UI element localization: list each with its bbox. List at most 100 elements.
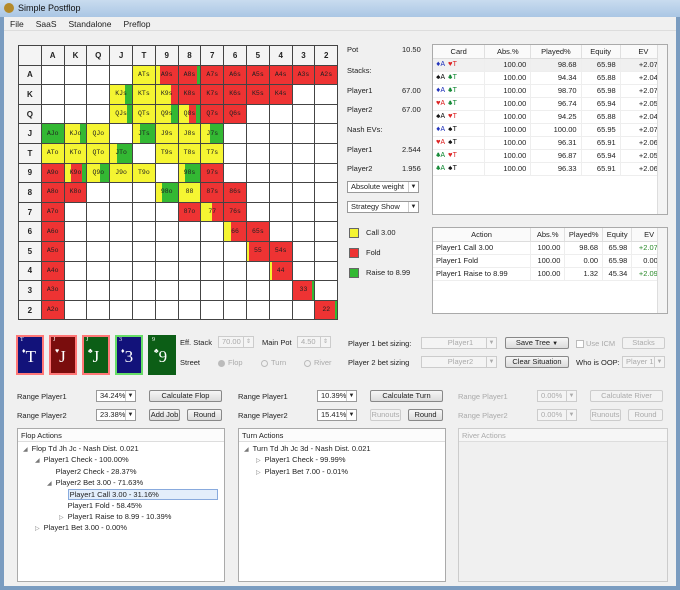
board-card[interactable]: T ♦T [16,335,44,375]
grid-cell[interactable] [268,142,293,164]
board-card[interactable]: J ♣J [82,335,110,375]
grid-cell[interactable] [268,103,293,125]
river-range-p1-select[interactable]: 0.00% ▼ [537,390,577,402]
grid-cell[interactable] [63,299,88,321]
grid-cell[interactable] [245,162,270,184]
table-row[interactable]: ♣A ♠T 100.00 96.33 65.91 +2.060 [433,162,668,176]
grid-cell[interactable] [109,260,133,282]
grid-cell[interactable]: Q7s [200,103,225,125]
turn-range-p1-select[interactable]: 10.39% ▼ [317,390,357,402]
grid-cell[interactable]: 55 [245,240,270,262]
turn-range-p2-select[interactable]: 15.41% ▼ [317,409,357,421]
grid-cell[interactable] [40,64,65,86]
grid-cell[interactable] [154,201,179,223]
turn-runouts-button[interactable]: Runouts [370,409,401,421]
grid-cell[interactable] [63,84,88,105]
grid-cell[interactable] [291,123,316,144]
oop-select[interactable]: Player 1 ▼ [622,356,665,368]
grid-cell[interactable] [223,240,247,262]
grid-cell[interactable] [314,240,339,262]
grid-cell[interactable] [109,280,133,301]
grid-cell[interactable] [245,280,270,301]
grid-cell[interactable] [223,162,247,184]
flop-round-button[interactable]: Round [187,409,222,421]
grid-cell[interactable] [223,280,247,301]
grid-cell[interactable]: 66 [223,221,247,242]
grid-cell[interactable]: Q9s [154,103,179,125]
grid-cell[interactable]: 54s [268,240,293,262]
table-row[interactable]: ♣A ♥T 100.00 96.87 65.94 +2.059 [433,149,668,163]
grid-cell[interactable]: JTs [131,123,156,144]
grid-cell[interactable] [63,103,88,125]
calculate-flop-button[interactable]: Calculate Flop [149,390,222,402]
grid-cell[interactable] [200,240,225,262]
grid-cell[interactable] [223,142,247,164]
grid-cell[interactable] [154,260,179,282]
column-header[interactable]: Played% [530,45,582,59]
grid-cell[interactable] [177,299,202,321]
grid-cell[interactable] [109,182,133,203]
column-header[interactable]: Abs.% [484,45,532,59]
grid-cell[interactable] [154,240,179,262]
grid-cell[interactable]: QTs [131,103,156,125]
tree-node[interactable]: ▷Player2 Check - 28.37% [47,467,137,476]
grid-cell[interactable] [40,84,65,105]
grid-cell[interactable]: QJs [109,103,133,125]
grid-cell[interactable]: A8o [40,182,65,203]
grid-cell[interactable] [200,299,225,321]
grid-cell[interactable]: 22 [314,299,339,321]
grid-cell[interactable]: Q8s [177,103,202,125]
column-header[interactable]: Action [433,228,531,242]
tree-node[interactable]: ▷Player1 Call 3.00 - 31.16% [59,489,218,501]
grid-cell[interactable] [245,123,270,144]
board-card[interactable]: 9 ♣9 [148,335,176,375]
action-table-scrollbar[interactable] [657,228,667,313]
grid-cell[interactable]: T9o [131,162,156,184]
street-radio-turn[interactable]: Turn [261,358,286,367]
table-row[interactable]: ♥A ♣T 100.00 96.74 65.94 +2.059 [433,97,668,111]
expanded-arrow-icon[interactable]: ◢ [23,447,28,453]
grid-cell[interactable] [291,240,316,262]
grid-cell[interactable] [63,280,88,301]
grid-cell[interactable]: Q6s [223,103,247,125]
grid-cell[interactable] [63,64,88,86]
grid-cell[interactable] [291,162,316,184]
flop-range-p1-select[interactable]: 34.24% ▼ [96,390,136,402]
grid-cell[interactable] [291,142,316,164]
tree-node[interactable]: ◢ Player2 Bet 3.00 - 71.63% [47,478,143,487]
grid-cell[interactable] [131,240,156,262]
grid-cell[interactable] [154,162,179,184]
grid-cell[interactable]: KJs [109,84,133,105]
grid-cell[interactable] [200,221,225,242]
table-row[interactable]: ♦A ♠T 100.00 100.00 65.95 +2.079 [433,123,668,137]
grid-cell[interactable] [314,162,339,184]
add-job-button[interactable]: Add Job [149,409,180,421]
grid-cell[interactable]: QTo [86,142,111,164]
grid-cell[interactable] [314,103,339,125]
grid-cell[interactable]: A5s [245,64,270,86]
grid-cell[interactable]: T8s [177,142,202,164]
grid-cell[interactable] [268,201,293,223]
turn-round-button[interactable]: Round [408,409,443,421]
grid-cell[interactable] [63,201,88,223]
tree-node[interactable]: ▷ Player1 Bet 3.00 - 0.00% [35,523,127,532]
save-tree-button[interactable]: Save Tree ▼ [505,337,569,349]
expanded-arrow-icon[interactable]: ◢ [47,480,52,487]
grid-cell[interactable] [291,84,316,105]
grid-cell[interactable] [177,221,202,242]
grid-cell[interactable] [200,260,225,282]
card-table-scrollbar[interactable] [657,45,667,214]
table-row[interactable]: ♠A ♣T 100.00 94.34 65.88 +2.041 [433,71,668,85]
grid-cell[interactable]: J9s [154,123,179,144]
grid-cell[interactable]: J8s [177,123,202,144]
grid-cell[interactable]: 65s [245,221,270,242]
grid-cell[interactable] [223,123,247,144]
grid-cell[interactable]: K8s [177,84,202,105]
grid-cell[interactable] [86,221,111,242]
weight-select[interactable]: Absolute weight ▼ [347,181,419,193]
grid-cell[interactable] [63,221,88,242]
grid-cell[interactable] [268,280,293,301]
grid-cell[interactable] [131,182,156,203]
grid-cell[interactable]: K6s [223,84,247,105]
tree-node[interactable]: ▷ Player1 Check - 99.99% [256,455,346,464]
